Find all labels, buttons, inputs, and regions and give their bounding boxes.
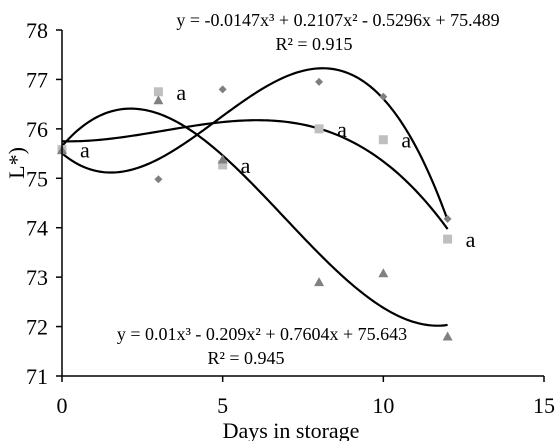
point-labels: a a a a a a: [80, 80, 476, 252]
significance-label: a: [337, 117, 347, 142]
y-tick-label: 76: [26, 117, 48, 142]
diamond-marker: [154, 175, 163, 184]
significance-label: a: [176, 80, 186, 105]
significance-label: a: [241, 153, 251, 178]
x-tick-label: 10: [372, 393, 394, 418]
significance-label: a: [401, 128, 411, 153]
square-marker: [218, 160, 228, 170]
square-marker: [153, 87, 163, 97]
significance-label: a: [80, 138, 90, 163]
trend-r2-2: R² = 0.945: [207, 348, 284, 368]
x-tick-label: 5: [217, 393, 228, 418]
square-marker: [314, 124, 324, 134]
y-tick-label: 72: [26, 315, 48, 340]
y-axis-title-fragment: L*): [4, 147, 29, 179]
tick-labels: 71 72 73 74 75 76 77 78 0 5 10 15: [26, 18, 555, 418]
trend-equation-2: y = 0.01x³ - 0.209x² + 0.7604x + 75.643: [117, 324, 407, 344]
triangle-marker: [153, 95, 164, 105]
trend-equation-1: y = -0.0147x³ + 0.2107x² - 0.5296x + 75.…: [176, 10, 499, 30]
x-tick-label: 15: [533, 393, 555, 418]
y-tick-label: 78: [26, 18, 48, 43]
triangle-marker: [314, 277, 325, 287]
trendline-series-2: [61, 119, 449, 230]
y-tick-label: 77: [26, 67, 48, 92]
trendlines: [61, 67, 449, 327]
square-marker: [378, 135, 388, 145]
triangle-marker: [217, 154, 228, 164]
x-tick-label: 0: [57, 393, 68, 418]
y-tick-label: 75: [26, 166, 48, 191]
axes: [61, 30, 544, 377]
trendline-series-1: [61, 67, 449, 221]
diamond-marker: [379, 92, 388, 101]
y-tick-label: 73: [26, 265, 48, 290]
y-tick-label: 71: [26, 364, 48, 389]
data-points: [57, 77, 453, 341]
triangle-marker: [378, 268, 389, 278]
square-marker: [443, 234, 453, 244]
diamond-marker: [315, 77, 324, 86]
diamond-marker: [218, 85, 227, 94]
y-tick-label: 74: [26, 216, 48, 241]
trend-r2-1: R² = 0.915: [275, 34, 352, 54]
diamond-marker: [443, 214, 452, 223]
triangle-marker: [442, 331, 453, 341]
trendline-series-3: [61, 107, 448, 327]
significance-label: a: [466, 227, 476, 252]
x-axis-title: Days in storage: [223, 418, 360, 441]
